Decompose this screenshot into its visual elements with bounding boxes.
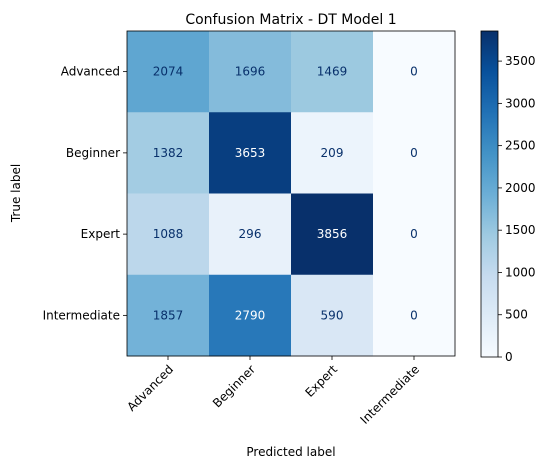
heatmap-cell [291, 274, 374, 357]
y-tick-label: Expert [81, 227, 121, 241]
cell-value-label: 0 [410, 227, 418, 241]
heatmap-cell [209, 193, 292, 276]
heatmap-cell [127, 274, 210, 357]
heatmap-cell-labels: 2074 1696 1469 0 1382 3653 209 0 1088 296 3856 0 185… [153, 65, 418, 323]
plot-frame [126, 30, 456, 357]
heatmap-cells [127, 31, 456, 357]
y-tick-label: Beginner [66, 146, 120, 160]
colorbar-tick-label: 1500 [505, 223, 536, 237]
colorbar-ticks: 0 500 1000 1500 2000 2500 3000 3500 [498, 54, 536, 364]
heatmap-cell [291, 193, 374, 276]
heatmap-cell [127, 31, 210, 113]
y-axis-ticks: Advanced Beginner Expert Intermediate [43, 65, 127, 322]
heatmap-cell [291, 31, 374, 113]
heatmap-cell [373, 112, 456, 194]
heatmap-cell [373, 274, 456, 357]
y-tick-label: Advanced [61, 65, 120, 79]
x-tick-label: Expert [302, 362, 340, 400]
cell-value-label: 2790 [235, 308, 266, 322]
heatmap-cell [291, 112, 374, 194]
heatmap-cell [373, 193, 456, 276]
colorbar-tick-label: 3000 [505, 96, 536, 110]
x-axis-ticks: Advanced Beginner Expert Intermediate [124, 356, 422, 427]
colorbar [480, 30, 499, 358]
y-axis-label: True label [9, 164, 23, 223]
cell-value-label: 1469 [317, 65, 348, 79]
cell-value-label: 1088 [153, 227, 184, 241]
cell-value-label: 296 [239, 227, 262, 241]
cell-value-label: 2074 [153, 65, 184, 79]
chart-title: Confusion Matrix - DT Model 1 [185, 12, 396, 28]
cell-value-label: 209 [321, 146, 344, 160]
cell-value-label: 0 [410, 65, 418, 79]
heatmap-cell [209, 112, 292, 194]
cell-value-label: 590 [321, 308, 344, 322]
colorbar-tick-label: 2500 [505, 139, 536, 153]
colorbar-tick-label: 3500 [505, 54, 536, 68]
y-tick-label: Intermediate [43, 308, 120, 322]
heatmap-cell [127, 112, 210, 194]
heatmap-cell [209, 274, 292, 357]
cell-value-label: 1696 [235, 65, 266, 79]
colorbar-tick-label: 1000 [505, 265, 536, 279]
cell-value-label: 0 [410, 308, 418, 322]
x-axis-label: Predicted label [246, 445, 335, 459]
colorbar-tick-label: 2000 [505, 181, 536, 195]
heatmap-cell [373, 31, 456, 113]
heatmap-cell [127, 193, 210, 276]
cell-value-label: 0 [410, 146, 418, 160]
x-tick-label: Intermediate [357, 362, 422, 427]
cell-value-label: 3653 [235, 146, 266, 160]
x-tick-label: Advanced [124, 362, 176, 414]
cell-value-label: 1857 [153, 308, 184, 322]
heatmap-cell [209, 31, 292, 113]
cell-value-label: 1382 [153, 146, 184, 160]
colorbar-tick-label: 0 [505, 350, 513, 364]
cell-value-label: 3856 [317, 227, 348, 241]
x-tick-label: Beginner [210, 362, 258, 410]
colorbar-tick-label: 500 [505, 308, 528, 322]
